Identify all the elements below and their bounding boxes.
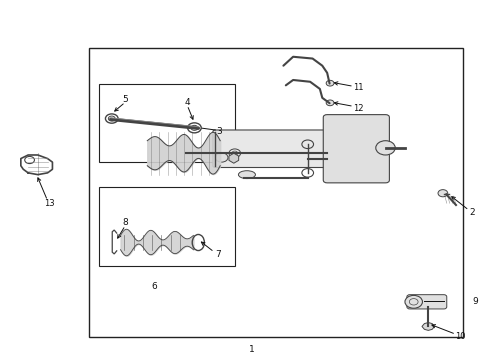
Bar	[99, 187, 234, 266]
Bar	[89, 48, 462, 337]
Text: 6: 6	[151, 282, 157, 291]
Bar	[99, 84, 234, 162]
Circle shape	[228, 149, 240, 157]
Circle shape	[375, 141, 394, 155]
Text: 11: 11	[353, 83, 363, 92]
FancyBboxPatch shape	[212, 130, 329, 167]
Text: 4: 4	[184, 98, 189, 107]
Text: 9: 9	[471, 297, 477, 306]
Ellipse shape	[238, 171, 255, 179]
Polygon shape	[228, 153, 238, 163]
Text: 3: 3	[216, 127, 222, 136]
Text: 1: 1	[248, 345, 254, 354]
Polygon shape	[421, 323, 434, 330]
Circle shape	[215, 153, 227, 162]
Text: 2: 2	[468, 208, 474, 217]
Text: 7: 7	[214, 250, 220, 259]
Text: 8: 8	[122, 219, 128, 228]
FancyBboxPatch shape	[323, 114, 388, 183]
Text: 10: 10	[454, 332, 465, 341]
Text: 13: 13	[43, 199, 54, 208]
Circle shape	[325, 80, 333, 86]
Text: 12: 12	[353, 104, 363, 113]
Text: 5: 5	[122, 95, 128, 104]
Circle shape	[404, 296, 422, 308]
Circle shape	[325, 100, 333, 106]
Circle shape	[437, 190, 447, 197]
FancyBboxPatch shape	[406, 295, 446, 309]
